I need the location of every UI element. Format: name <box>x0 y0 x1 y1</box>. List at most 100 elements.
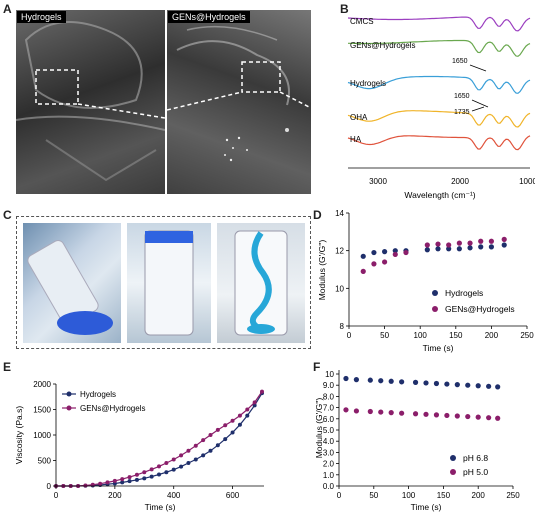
ph-x-label: Time (s) <box>411 502 442 512</box>
sem-image-gens-hydrogels: GENs@Hydrogels <box>167 10 311 194</box>
ph-point-1-14 <box>495 415 501 421</box>
legend-text-gens: GENs@Hydrogels <box>445 304 515 314</box>
modulus-point-0-2 <box>382 249 388 255</box>
panel-label-f: F <box>313 360 321 374</box>
ftir-xtick-1000: 1000 <box>519 177 535 186</box>
viscosity-point-0-18 <box>186 461 191 466</box>
ph-ytick-1: 1.0 <box>323 471 335 480</box>
ph-point-1-12 <box>475 414 481 420</box>
legend-text-ph68: pH 6.8 <box>463 453 488 463</box>
modulus-point-1-6 <box>435 241 441 247</box>
modulus-points <box>360 236 507 274</box>
ph-point-0-9 <box>444 381 450 387</box>
legend-dot-gens <box>66 405 72 411</box>
ftir-spectrum-2 <box>347 75 531 94</box>
viscosity-x-label: Time (s) <box>145 502 176 512</box>
modulus-point-1-4 <box>403 249 409 256</box>
viscosity-point-0-25 <box>237 422 242 427</box>
modulus-xtick-1: 50 <box>380 331 389 340</box>
vial-photo-frame <box>16 216 311 349</box>
modulus-point-1-0 <box>360 268 366 274</box>
modulus-point-0-6 <box>435 246 441 252</box>
viscosity-point-0-13 <box>149 474 154 479</box>
ftir-label-cmcs: CMCS <box>350 17 374 26</box>
modulus-point-1-8 <box>456 240 462 246</box>
ph-ytick-3: 3.0 <box>323 448 335 457</box>
ph-point-0-6 <box>412 379 419 385</box>
modulus-xtick-0: 0 <box>347 331 352 340</box>
ftir-spectra <box>347 16 531 151</box>
viscosity-point-0-19 <box>193 457 198 462</box>
ph-xtick-5: 250 <box>506 491 520 500</box>
ftir-label-oha: OHA <box>350 113 368 122</box>
modulus-xtick-5: 250 <box>520 331 534 340</box>
viscosity-xtick-0: 0 <box>54 491 59 500</box>
modulus-point-0-9 <box>467 245 473 251</box>
modulus-xtick-3: 150 <box>449 331 463 340</box>
legend-dot-hydrogels <box>66 391 72 397</box>
panel-label-a: A <box>3 2 12 16</box>
sem-image-hydrogels: Hydrogels <box>16 10 165 194</box>
ph-point-0-1 <box>353 377 359 383</box>
ph-point-1-3 <box>378 409 384 415</box>
viscosity-xtick-3: 600 <box>226 491 240 500</box>
viscosity-chart: 0 200 400 600 0 500 1000 1500 2000 Time (s) Visc… <box>14 380 264 512</box>
vial-photo-injected <box>217 223 305 343</box>
ph-ytick-5: 5.0 <box>323 426 335 435</box>
viscosity-ytick-3: 1500 <box>33 406 51 415</box>
viscosity-point-1-19 <box>193 443 198 448</box>
ph-point-0-7 <box>423 380 429 386</box>
modulus-point-1-2 <box>382 259 388 265</box>
viscosity-point-0-21 <box>208 448 213 453</box>
viscosity-point-0-22 <box>215 443 220 448</box>
viscosity-ytick-4: 2000 <box>33 380 51 389</box>
ph-point-1-5 <box>399 410 405 416</box>
modulus-ytick-3: 14 <box>335 209 344 218</box>
ph-points <box>343 375 501 421</box>
viscosity-point-1-25 <box>237 413 242 418</box>
modulus-x-label: Time (s) <box>423 343 454 353</box>
modulus-point-0-0 <box>360 253 366 259</box>
ph-point-0-13 <box>486 383 492 389</box>
ph-ytick-0: 0.0 <box>323 482 335 491</box>
viscosity-point-1-24 <box>230 418 235 423</box>
viscosity-point-1-18 <box>186 448 191 453</box>
vial-photo-tilted <box>23 223 121 343</box>
ftir-spectrum-1 <box>348 39 531 57</box>
ph-point-1-13 <box>486 415 492 421</box>
viscosity-point-1-15 <box>164 461 169 466</box>
ph-xtick-4: 200 <box>472 491 486 500</box>
ph-xtick-1: 50 <box>369 491 378 500</box>
ph-ytick-4: 4.0 <box>323 437 335 446</box>
viscosity-point-0-23 <box>223 437 228 442</box>
viscosity-point-0-10 <box>127 479 132 484</box>
viscosity-point-1-20 <box>201 438 206 443</box>
legend-marker-ph68 <box>450 455 456 461</box>
viscosity-y-label: Viscosity (Pa.s) <box>14 406 24 465</box>
legend-marker-hydrogels <box>432 290 438 296</box>
viscosity-point-1-6 <box>98 481 103 486</box>
viscosity-ytick-2: 1000 <box>33 431 51 440</box>
viscosity-point-1-21 <box>208 433 213 437</box>
ph-point-1-7 <box>423 411 429 417</box>
sem-label-gens-hydrogels: GENs@Hydrogels <box>168 11 250 23</box>
panel-label-e: E <box>3 360 12 374</box>
ftir-label-gens: GENs@Hydrogels <box>350 41 415 50</box>
modulus-point-1-5 <box>424 242 430 248</box>
viscosity-point-0-24 <box>230 430 235 435</box>
modulus-point-0-8 <box>456 246 462 252</box>
viscosity-point-1-26 <box>245 407 250 412</box>
panel-label-b: B <box>340 2 349 16</box>
viscosity-point-0-11 <box>134 477 139 482</box>
viscosity-point-0-9 <box>120 480 125 485</box>
ftir-spectrum-0 <box>347 16 531 32</box>
ph-ytick-9: 9.0 <box>323 381 335 390</box>
legend-marker-ph50 <box>450 469 456 475</box>
ph-ytick-8: 8.0 <box>323 392 335 401</box>
modulus-point-0-10 <box>478 244 484 250</box>
viscosity-legend-gens: GENs@Hydrogels <box>80 404 145 413</box>
sem-label-hydrogels: Hydrogels <box>17 11 66 23</box>
modulus-xtick-2: 100 <box>414 331 428 340</box>
viscosity-point-1-8 <box>112 478 117 483</box>
modulus-point-0-12 <box>501 242 507 248</box>
